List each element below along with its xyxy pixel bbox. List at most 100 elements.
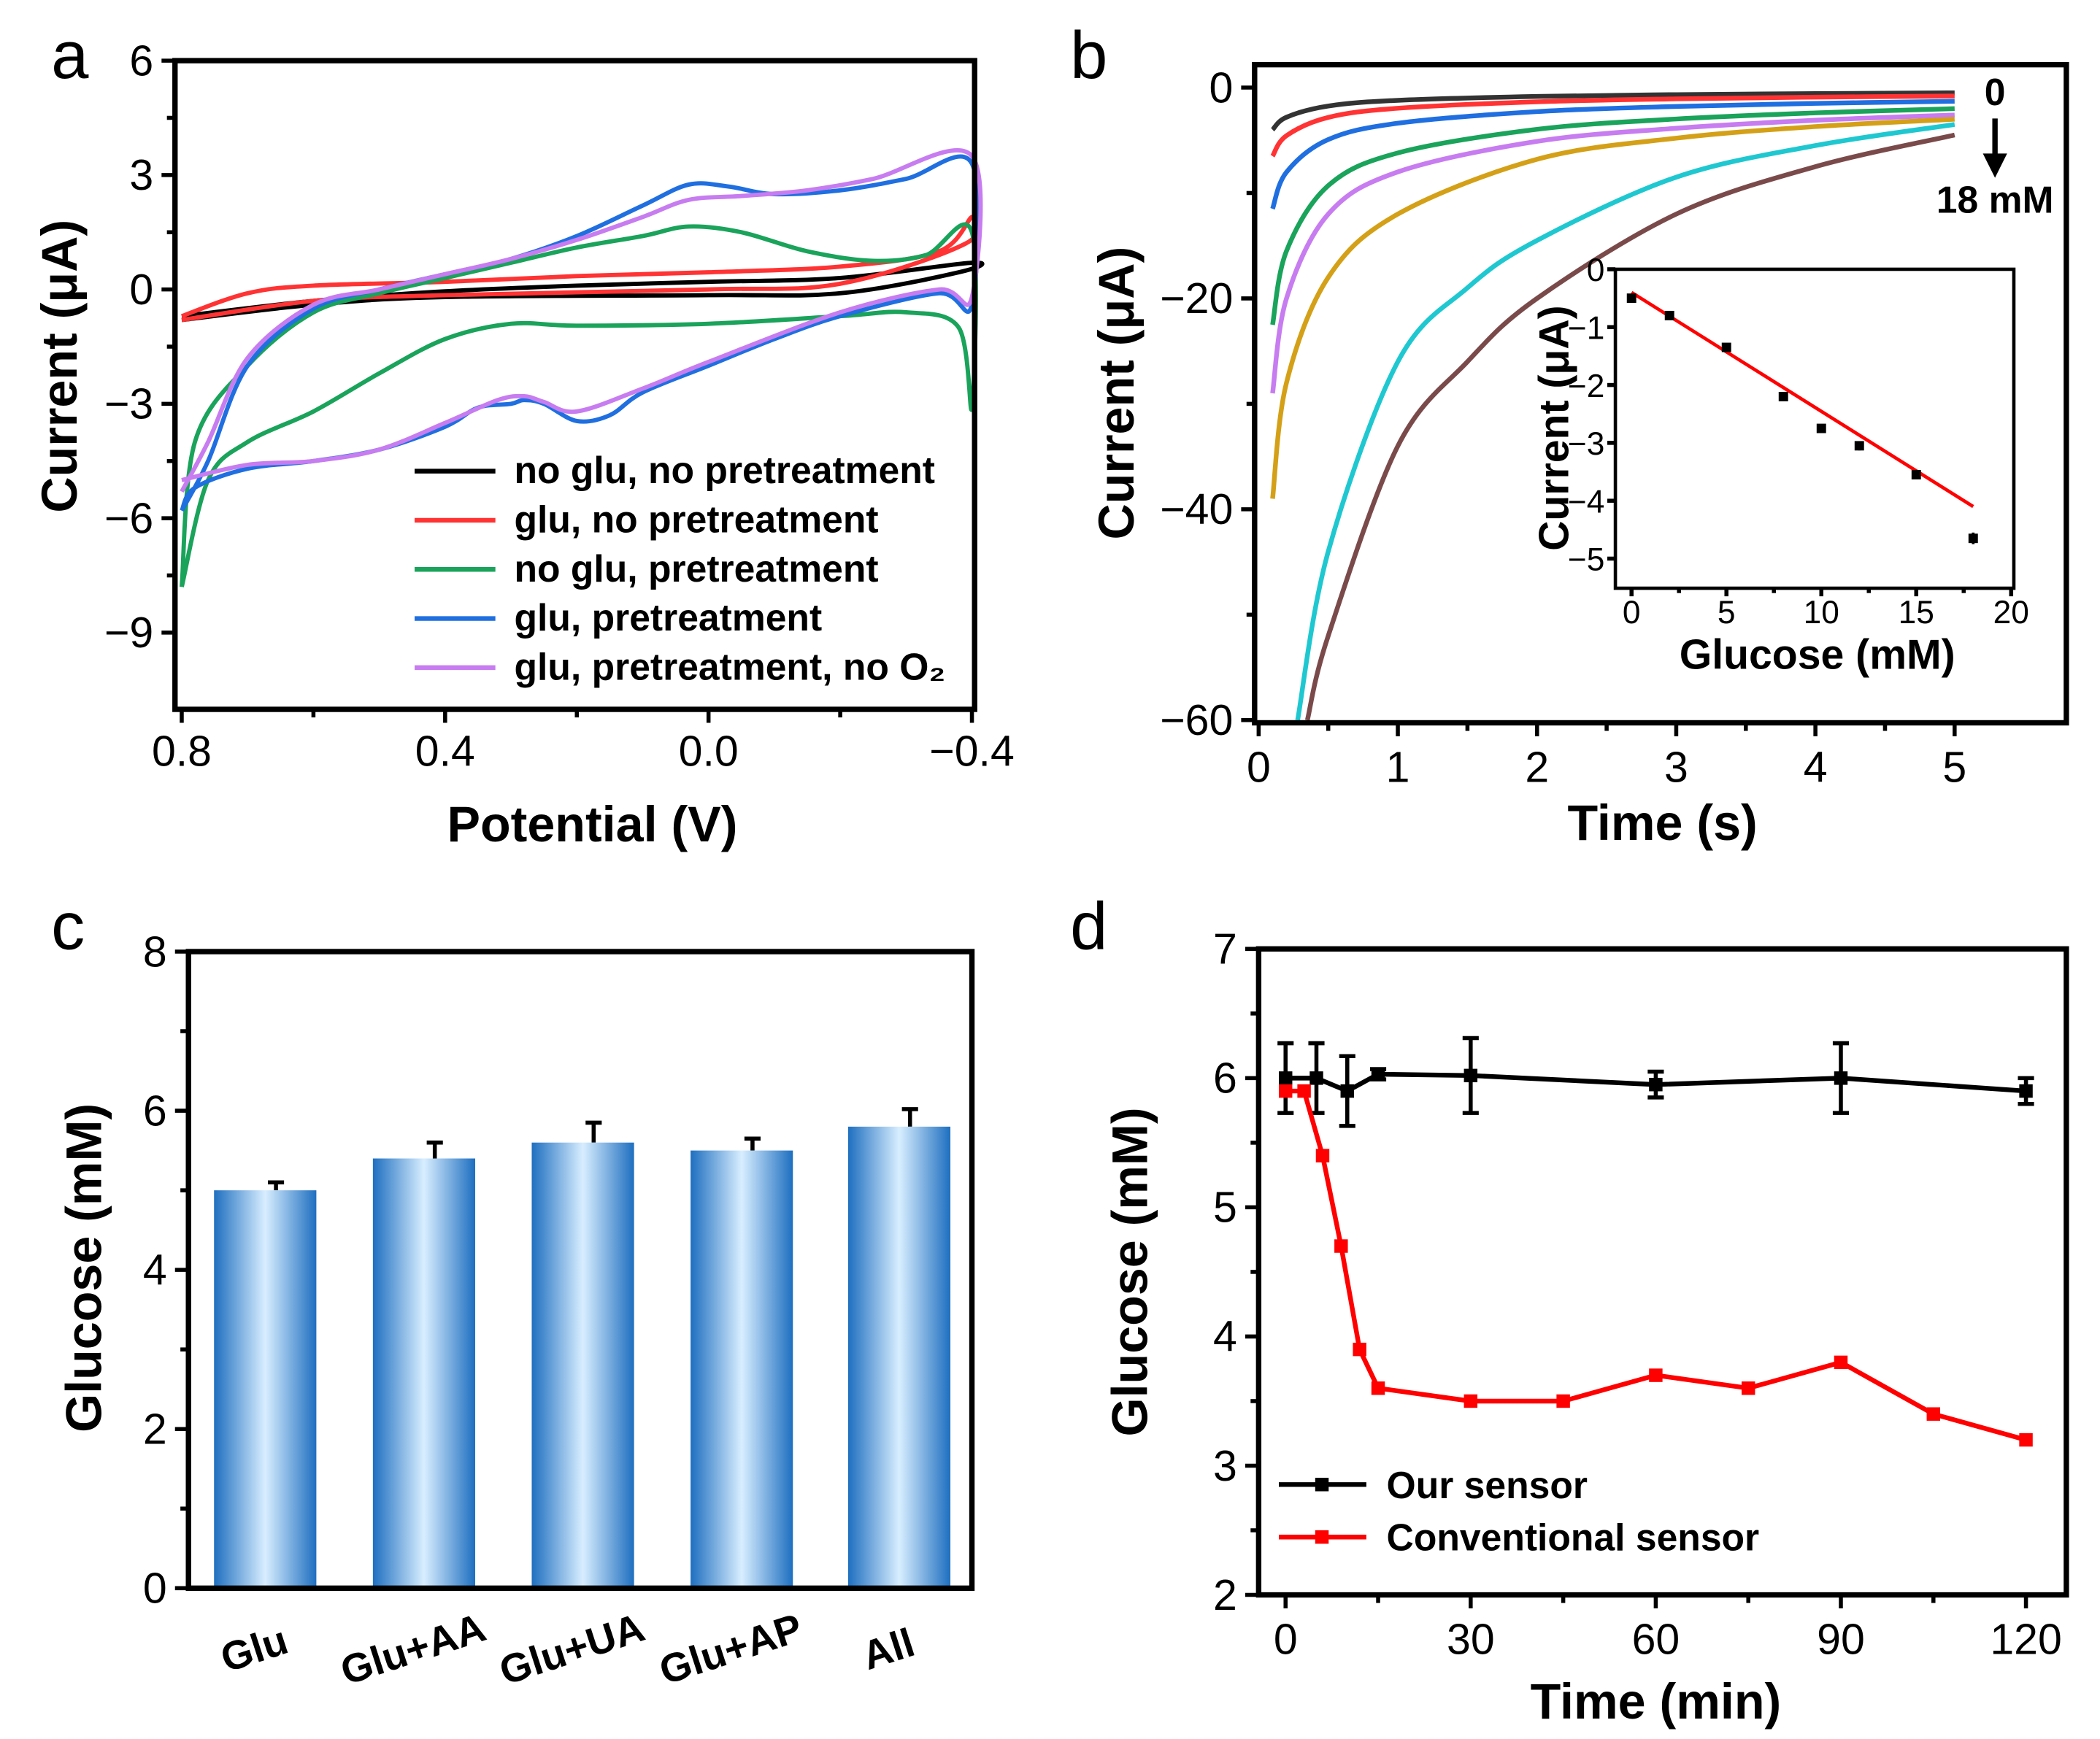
legend-label: Our sensor	[1387, 1464, 1588, 1506]
data-point	[1315, 1149, 1330, 1162]
inset-data-point	[1664, 310, 1674, 320]
chrono-curve-2	[1270, 99, 1955, 210]
legend-label: glu, no pretreatment	[514, 498, 878, 541]
y-axis-title: Glucose (mM)	[56, 1103, 112, 1433]
category-label: Glu+AA	[335, 1605, 491, 1694]
x-axis-title: Potential (V)	[447, 797, 737, 852]
y-tick-label: −5	[1568, 542, 1604, 578]
x-tick-label: 0	[1247, 744, 1271, 792]
data-point	[1464, 1394, 1478, 1408]
data-point	[1309, 1071, 1323, 1085]
x-tick-label: 4	[1804, 744, 1828, 792]
arrow-down-icon	[1982, 153, 2007, 178]
inset-data-point	[1626, 293, 1636, 304]
legend-label: Conventional sensor	[1387, 1516, 1760, 1559]
series-line-1	[1285, 1088, 2027, 1443]
x-tick-label: 5	[1718, 595, 1736, 631]
chrono-curve-6	[1295, 122, 1955, 721]
category-label: Glu+AP	[654, 1605, 808, 1693]
data-point	[1741, 1381, 1755, 1395]
x-tick-label: 30	[1447, 1616, 1495, 1664]
y-axis-title: Current (μA)	[1531, 305, 1578, 551]
y-tick-label: −3	[104, 380, 153, 428]
bar-Glu	[214, 1190, 317, 1589]
x-tick-label: 0.4	[415, 727, 475, 775]
data-point	[2019, 1433, 2033, 1447]
chrono-curve-3	[1270, 106, 1955, 325]
x-tick-label: 120	[1990, 1616, 2061, 1664]
panel-letter-b: b	[1070, 18, 1107, 93]
category-label: All	[857, 1619, 920, 1678]
x-tick-label: 2	[1525, 744, 1549, 792]
y-tick-label: 0	[1587, 252, 1605, 288]
y-tick-label: −9	[104, 609, 153, 657]
panel-letter-d: d	[1070, 888, 1107, 963]
chrono-curve-1	[1270, 93, 1955, 158]
y-tick-label: −60	[1160, 696, 1233, 744]
panel-letter-c: c	[51, 888, 85, 963]
data-point	[1834, 1071, 1848, 1085]
y-axis-title: Current (μA)	[32, 220, 88, 513]
panel-b-frame	[1252, 61, 2069, 726]
y-tick-label: 0	[1209, 63, 1233, 112]
inset-background	[1615, 269, 2014, 589]
chrono-curve-7	[1304, 132, 1955, 721]
legend-marker	[1315, 1478, 1329, 1492]
x-axis-title: Time (min)	[1531, 1674, 1782, 1730]
inset-data-point	[1968, 533, 1978, 544]
x-tick-label: 10	[1804, 595, 1839, 631]
bar-Glu+AP	[691, 1150, 793, 1589]
data-point	[1464, 1068, 1478, 1083]
y-tick-label: 6	[143, 1087, 167, 1135]
data-point	[1371, 1381, 1385, 1395]
data-point	[1279, 1084, 1293, 1098]
panel-b-plot	[1270, 90, 1955, 721]
y-tick-label: 6	[1213, 1054, 1237, 1103]
inset-data-point	[1911, 470, 1921, 479]
bar-Glu+AA	[372, 1158, 476, 1589]
x-tick-label: 1	[1386, 744, 1410, 792]
inset-x-axis-title: Glucose (mM)	[1680, 632, 1955, 679]
y-tick-label: −20	[1160, 274, 1233, 323]
legend-label: no glu, no pretreatment	[514, 449, 934, 491]
data-point	[1926, 1407, 1940, 1421]
category-label: Glu+UA	[494, 1605, 650, 1694]
chrono-curve-4	[1270, 112, 1955, 394]
y-tick-label: −40	[1160, 485, 1233, 533]
x-axis-title: Time (s)	[1567, 795, 1757, 851]
data-point	[1353, 1342, 1366, 1357]
y-tick-label: 3	[1213, 1442, 1237, 1490]
y-tick-label: 0	[129, 266, 153, 314]
data-point	[1371, 1067, 1385, 1081]
data-point	[1649, 1368, 1663, 1382]
inset-data-point	[1721, 342, 1731, 352]
x-tick-label: −0.4	[929, 727, 1014, 775]
annotation-start: 0	[1985, 71, 2006, 113]
y-axis-title: Current (μA)	[1089, 247, 1145, 540]
y-tick-label: −2	[1568, 369, 1604, 404]
inset-data-point	[1778, 391, 1788, 401]
y-tick-label: 2	[1213, 1571, 1237, 1619]
x-tick-label: 0	[1274, 1616, 1298, 1664]
x-tick-label: 0.8	[152, 727, 212, 775]
data-point	[1556, 1394, 1570, 1408]
data-point	[2019, 1084, 2033, 1098]
panel-letter-a: a	[51, 18, 89, 93]
legend-marker	[1315, 1530, 1329, 1544]
legend-label: glu, pretreatment, no O₂	[514, 645, 945, 687]
panel-c-frame	[185, 949, 975, 1592]
bar-All	[847, 1126, 951, 1589]
data-point	[1649, 1077, 1663, 1092]
chrono-curve-0	[1271, 90, 1955, 132]
inset-data-point	[1854, 441, 1864, 451]
y-tick-label: −6	[104, 494, 153, 542]
y-tick-label: −4	[1568, 484, 1604, 520]
y-tick-label: −1	[1568, 311, 1604, 347]
data-point	[1334, 1239, 1348, 1253]
y-tick-label: −3	[1568, 426, 1604, 462]
x-tick-label: 90	[1817, 1616, 1865, 1664]
y-tick-label: 7	[1213, 925, 1237, 973]
x-tick-label: 20	[1993, 595, 2029, 631]
y-tick-label: 5	[1213, 1184, 1237, 1232]
